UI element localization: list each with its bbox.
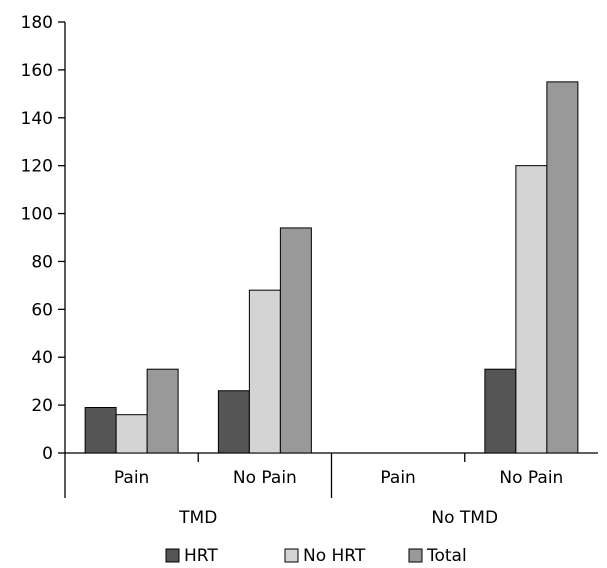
bar-no-hrt — [115, 414, 148, 454]
y-tick-label: 100 — [21, 205, 53, 225]
y-ticks: 0 20 40 60 80 100 120 140 160 180 — [21, 13, 65, 464]
category-label: No Pain — [233, 468, 297, 488]
legend-swatch — [284, 548, 299, 563]
y-tick-label: 120 — [21, 157, 53, 177]
legend-label: No HRT — [303, 546, 366, 566]
y-tick-label: 180 — [21, 13, 53, 33]
y-tick-label: 140 — [21, 109, 53, 129]
legend-swatch — [408, 548, 423, 563]
bar-hrt — [217, 390, 250, 454]
y-tick-label: 60 — [31, 300, 53, 320]
y-tick-label: 160 — [21, 61, 53, 81]
bar-hrt — [484, 368, 517, 454]
group-label: No TMD — [431, 508, 498, 528]
legend: HRT No HRT Total — [165, 546, 467, 566]
bar-no-hrt — [515, 165, 548, 454]
legend-label: Total — [426, 546, 467, 566]
category-label: Pain — [114, 468, 149, 488]
bars — [84, 81, 579, 454]
y-tick-label: 80 — [31, 252, 53, 272]
y-tick-label: 0 — [42, 444, 53, 464]
legend-swatch — [165, 548, 180, 563]
y-tick-label: 40 — [31, 348, 53, 368]
legend-label: HRT — [184, 546, 218, 566]
category-label: Pain — [380, 468, 415, 488]
bar-total — [279, 227, 312, 454]
group-labels: TMD No TMD — [178, 508, 498, 528]
category-labels: Pain No Pain Pain No Pain — [114, 468, 563, 488]
y-tick-label: 20 — [31, 396, 53, 416]
bar-no-hrt — [248, 289, 281, 454]
bar-total — [546, 81, 579, 454]
category-label: No Pain — [499, 468, 563, 488]
group-label: TMD — [178, 508, 217, 528]
bar-total — [146, 368, 179, 454]
bar-hrt — [84, 407, 117, 454]
